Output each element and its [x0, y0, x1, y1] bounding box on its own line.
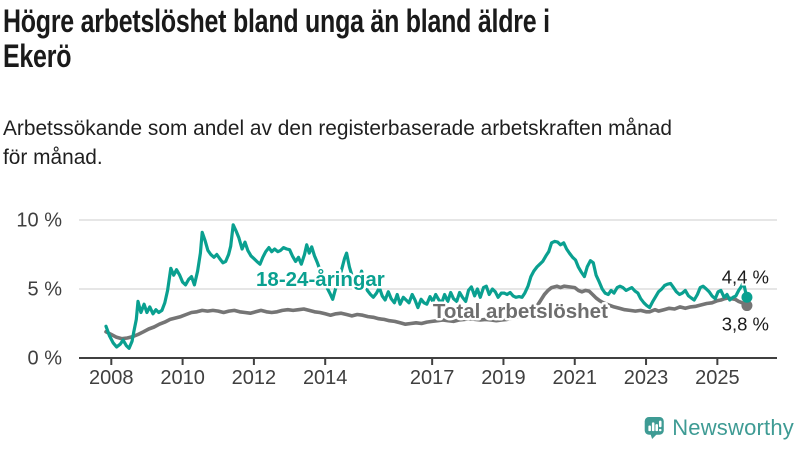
y-tick-label: 10 % — [16, 210, 62, 232]
series-end-dot — [741, 300, 753, 312]
unemployment-line-chart: 0 % 5 % 10 % 2008 2010 2012 2014 2017 2019 2021 20… — [16, 210, 777, 389]
series-line-total — [104, 284, 749, 341]
newsworthy-logo-text: Newsworthy — [672, 415, 794, 440]
page-title-line-1: Högre arbetslöshet bland unga än bland ä… — [3, 3, 550, 39]
y-tick-label: 0 % — [28, 348, 63, 370]
x-tick-label: 2012 — [232, 367, 277, 389]
x-tick-label: 2008 — [89, 367, 134, 389]
series-label: 18-24-åringar — [256, 268, 385, 291]
y-tick-label: 5 % — [28, 279, 63, 301]
page-title: Högre arbetslöshet bland unga än bland ä… — [3, 4, 550, 74]
chart-subtitle: Arbetssökande som andel av den registerb… — [3, 114, 672, 172]
series-label: Total arbetslöshet — [433, 300, 608, 323]
x-tick-label: 2019 — [481, 367, 526, 389]
newsworthy-logo-icon — [644, 417, 664, 439]
page-title-line-2: Ekerö — [3, 38, 72, 74]
series-end-value-label: 3,8 % — [722, 314, 769, 335]
newsworthy-logo[interactable]: Newsworthy — [644, 411, 794, 445]
x-tick-label: 2017 — [410, 367, 455, 389]
series-line-youth — [104, 223, 749, 350]
chart-subtitle-line-2: för månad. — [3, 145, 103, 169]
x-tick-label: 2025 — [695, 367, 740, 389]
x-tick-label: 2023 — [624, 367, 669, 389]
x-tick-label: 2021 — [553, 367, 598, 389]
series-end-dot — [741, 291, 753, 303]
x-tick-label: 2010 — [160, 367, 205, 389]
chart-subtitle-line-1: Arbetssökande som andel av den registerb… — [3, 116, 672, 140]
x-tick-label: 2014 — [303, 367, 348, 389]
series-end-value-label: 4,4 % — [722, 266, 769, 287]
